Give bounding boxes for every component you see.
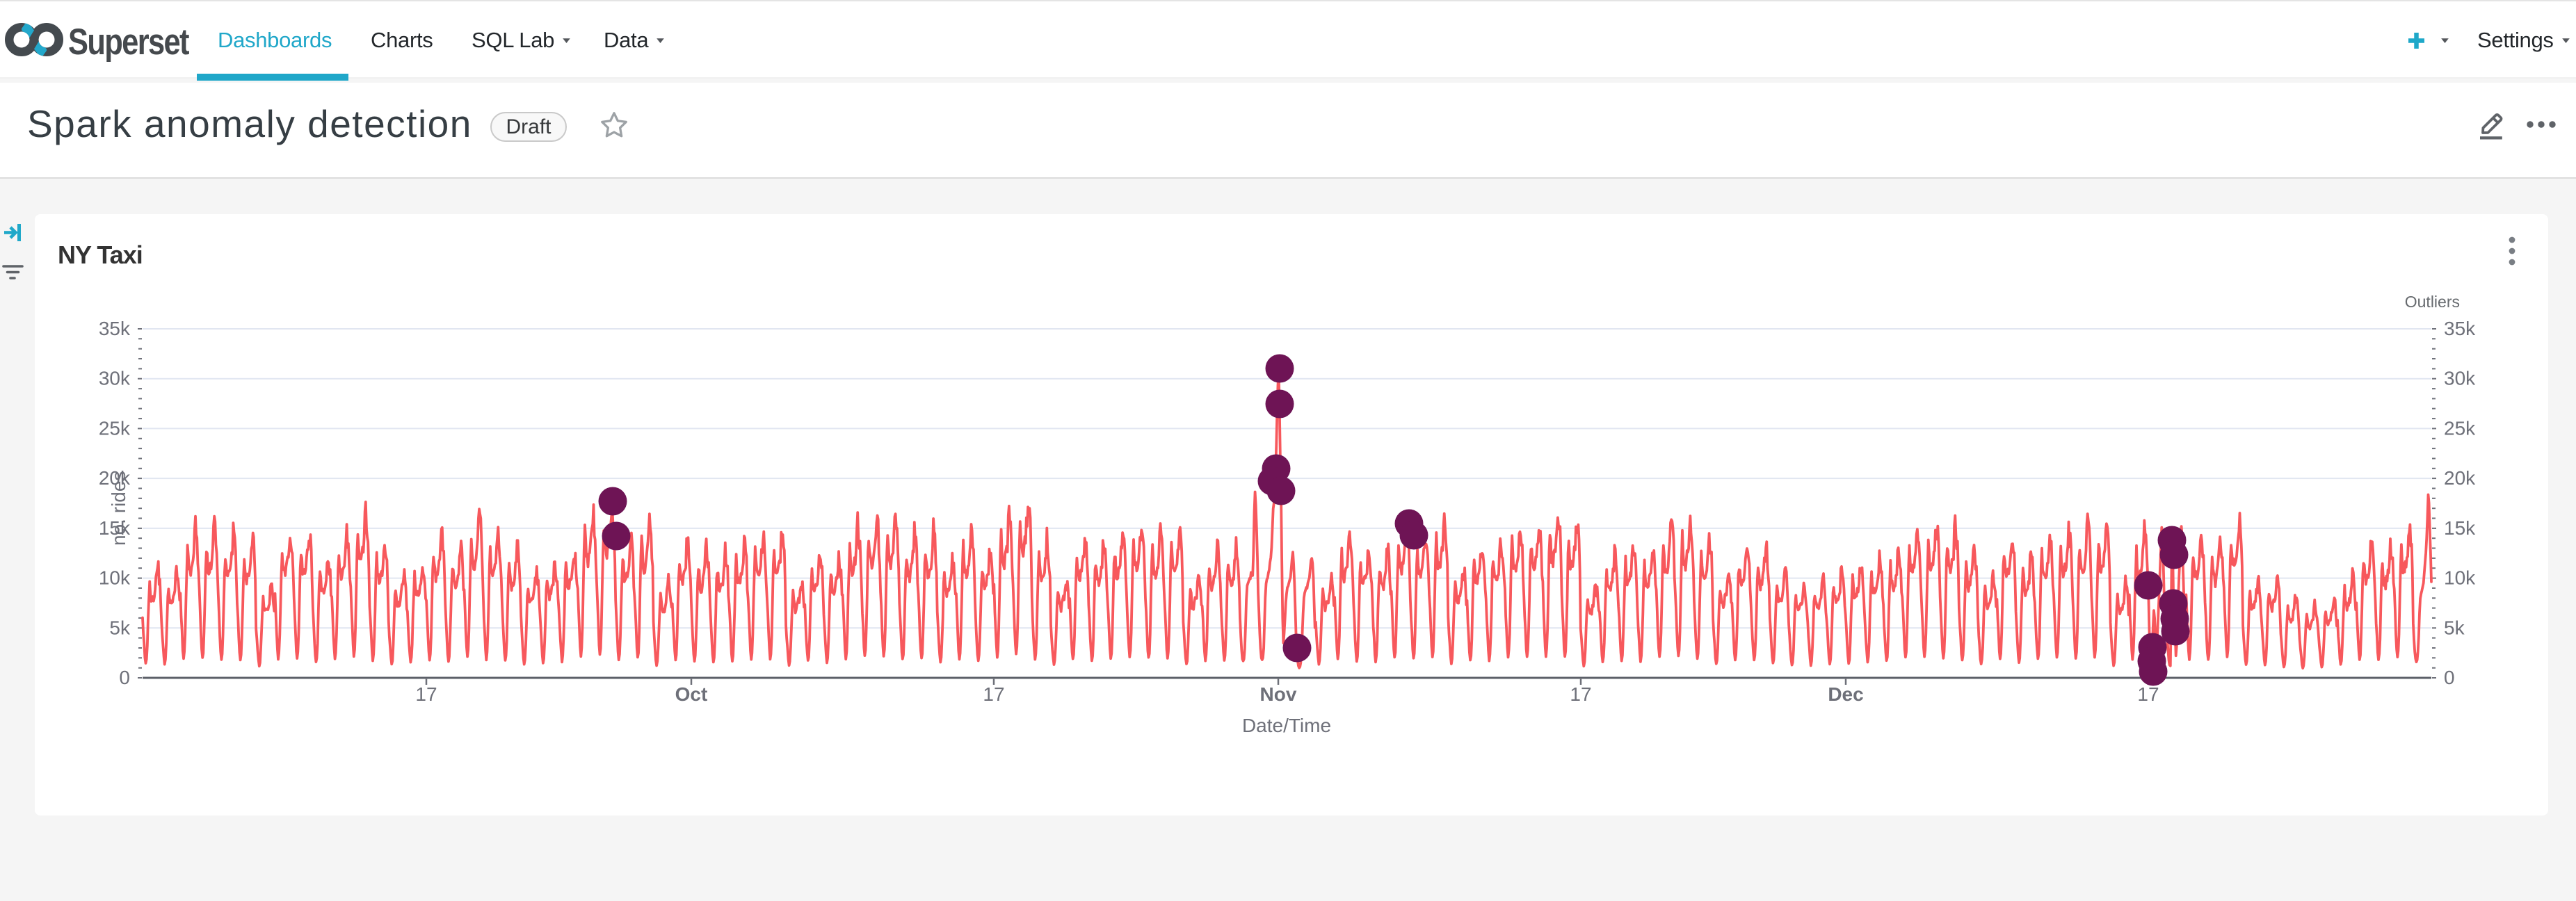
svg-text:Nov: Nov — [1260, 683, 1297, 705]
svg-text:25k: 25k — [2444, 417, 2476, 439]
svg-text:5k: 5k — [2444, 617, 2465, 638]
svg-text:30k: 30k — [2444, 368, 2476, 389]
svg-text:20k: 20k — [99, 467, 131, 489]
svg-text:30k: 30k — [99, 368, 131, 389]
svg-text:17: 17 — [2137, 683, 2159, 705]
svg-text:17: 17 — [1570, 683, 1591, 705]
svg-text:17: 17 — [983, 683, 1004, 705]
svg-text:Oct: Oct — [675, 683, 708, 705]
svg-text:10k: 10k — [2444, 567, 2476, 589]
svg-text:17: 17 — [415, 683, 437, 705]
svg-text:15k: 15k — [2444, 517, 2476, 539]
svg-text:Date/Time: Date/Time — [1242, 715, 1331, 736]
svg-text:25k: 25k — [99, 417, 131, 439]
svg-text:Dec: Dec — [1828, 683, 1863, 705]
svg-text:0: 0 — [2444, 667, 2455, 688]
svg-text:35k: 35k — [2444, 318, 2476, 339]
svg-text:20k: 20k — [2444, 467, 2476, 489]
svg-text:5k: 5k — [109, 617, 131, 638]
svg-text:15k: 15k — [99, 517, 131, 539]
svg-text:no. rides: no. rides — [108, 471, 129, 546]
svg-text:35k: 35k — [99, 318, 131, 339]
svg-text:Outliers: Outliers — [2405, 293, 2460, 311]
svg-text:10k: 10k — [99, 567, 131, 589]
svg-text:0: 0 — [119, 667, 130, 688]
